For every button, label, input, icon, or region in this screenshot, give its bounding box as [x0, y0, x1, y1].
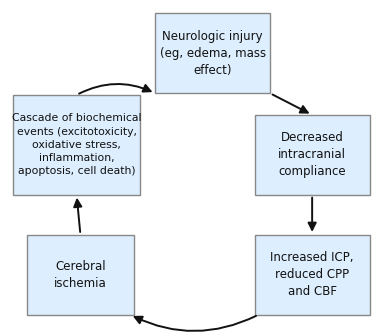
- FancyBboxPatch shape: [13, 95, 140, 195]
- Text: Neurologic injury
(eg, edema, mass
effect): Neurologic injury (eg, edema, mass effec…: [159, 30, 266, 77]
- FancyBboxPatch shape: [255, 235, 370, 315]
- Text: Cascade of biochemical
events (excitotoxicity,
oxidative stress,
inflammation,
a: Cascade of biochemical events (excitotox…: [12, 114, 141, 176]
- Text: Increased ICP,
reduced CPP
and CBF: Increased ICP, reduced CPP and CBF: [270, 251, 354, 298]
- Text: Cerebral
ischemia: Cerebral ischemia: [54, 260, 107, 290]
- FancyBboxPatch shape: [255, 115, 370, 195]
- FancyBboxPatch shape: [27, 235, 134, 315]
- Text: Decreased
intracranial
compliance: Decreased intracranial compliance: [278, 131, 346, 178]
- FancyBboxPatch shape: [155, 13, 270, 93]
